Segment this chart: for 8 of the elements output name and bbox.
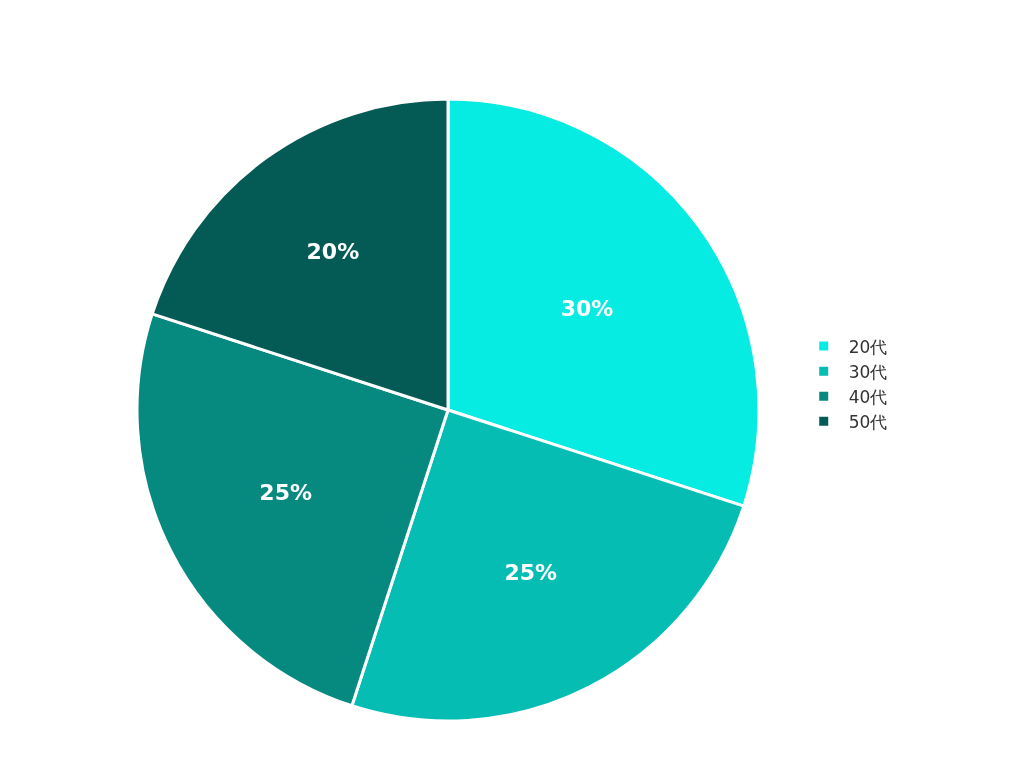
legend-label: 40代 — [848, 386, 888, 407]
data-label: 25% — [259, 480, 313, 506]
data-label: 20% — [306, 239, 360, 265]
legend-label: 30代 — [848, 361, 888, 382]
data-label: 30% — [560, 296, 614, 322]
data-label: 25% — [504, 559, 558, 585]
legend-label: 50代 — [848, 411, 888, 432]
legend-label: 20代 — [848, 336, 888, 357]
